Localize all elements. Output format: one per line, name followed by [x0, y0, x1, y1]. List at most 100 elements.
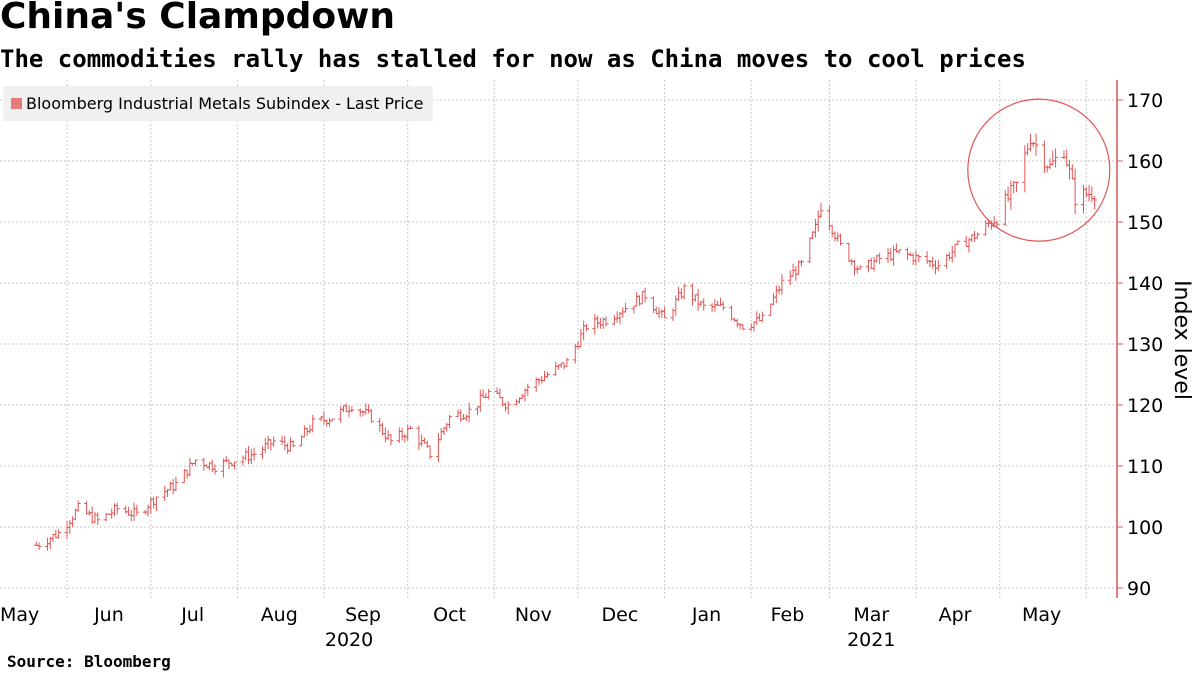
ohlc-bar — [1067, 159, 1073, 180]
ohlc-bar — [603, 316, 609, 327]
ohlc-bar — [832, 231, 838, 242]
ohlc-bar — [854, 266, 860, 274]
ohlc-bar — [542, 370, 548, 382]
ohlc-bar — [240, 455, 246, 466]
ohlc-bar — [497, 388, 503, 399]
ohlc-bar — [287, 437, 293, 452]
ohlc-bar — [698, 300, 704, 307]
ohlc-bar — [56, 529, 62, 539]
ohlc-bar — [695, 289, 701, 311]
ohlc-bar — [773, 285, 779, 304]
ohlc-bar — [611, 315, 617, 326]
x-tick-label: Apr — [939, 604, 972, 626]
ohlc-bar — [868, 257, 874, 270]
ohlc-bar — [262, 437, 268, 454]
ohlc-bar — [1005, 186, 1011, 202]
ohlc-bar — [243, 448, 249, 461]
x-tick-label: Jun — [93, 604, 124, 626]
ohlc-bar — [709, 303, 715, 313]
ohlc-bar — [1072, 168, 1078, 215]
ohlc-bar — [1064, 149, 1070, 167]
ohlc-bar — [382, 427, 388, 443]
ohlc-bar — [838, 233, 844, 246]
ohlc-bar — [983, 220, 989, 236]
legend: Bloomberg Industrial Metals Subindex - L… — [3, 86, 434, 121]
ohlc-bar — [793, 266, 799, 281]
ohlc-bar — [536, 377, 542, 386]
ohlc-bar — [650, 296, 656, 313]
y-tick-label: 110 — [1127, 456, 1163, 478]
ohlc-bar — [435, 433, 441, 463]
ohlc-bar — [366, 404, 372, 414]
x-tick-label: Feb — [771, 604, 805, 626]
ohlc-bar — [974, 232, 980, 239]
ohlc-bar — [972, 230, 978, 242]
ohlc-bar — [131, 502, 137, 522]
ohlc-bar — [734, 318, 740, 328]
ohlc-bar — [807, 237, 813, 264]
ohlc-bar — [114, 502, 120, 515]
ohlc-bar — [623, 302, 629, 313]
ohlc-bar — [1092, 195, 1098, 210]
legend-swatch — [11, 98, 22, 109]
ohlc-bar — [829, 224, 835, 238]
ohlc-bar — [181, 469, 187, 484]
ohlc-bar — [701, 298, 707, 311]
ohlc-bar — [480, 389, 486, 398]
x-tick-label: May — [0, 604, 39, 626]
ohlc-bar — [349, 406, 355, 413]
ohlc-bar — [310, 414, 316, 433]
ohlc-bar — [595, 316, 601, 329]
ohlc-bar — [659, 309, 665, 318]
ohlc-bar — [592, 314, 598, 335]
x-year-label: 2021 — [847, 629, 895, 651]
y-axis-title: Index level — [1169, 280, 1194, 400]
ohlc-bar — [220, 458, 226, 478]
ohlc-bar — [148, 497, 154, 514]
ohlc-bar — [170, 478, 176, 495]
ohlc-bar — [162, 485, 168, 502]
ohlc-bar — [815, 210, 821, 232]
x-tick-label: Jul — [180, 604, 204, 626]
ohlc-bar — [123, 505, 129, 514]
ohlc-bar — [458, 409, 464, 423]
ohlc-bar — [673, 295, 679, 316]
ohlc-bar — [226, 459, 232, 470]
ohlc-bar — [502, 402, 508, 412]
y-tick-label: 90 — [1127, 578, 1151, 600]
ohlc-bar — [994, 220, 1000, 228]
ohlc-bar — [89, 506, 95, 524]
ohlc-bar — [477, 389, 483, 412]
x-axis-labels: May Jun Jul Aug Sep Oct Nov Dec Jan Feb Mar Apr May 2… — [0, 604, 1061, 651]
ohlc-bar — [1008, 180, 1014, 210]
ohlc-bar — [109, 508, 115, 519]
ohlc-bar — [321, 411, 327, 425]
ohlc-bar — [553, 361, 559, 376]
ohlc-bar — [857, 265, 863, 270]
ohlc-bar — [70, 516, 76, 527]
ohlc-bar — [153, 496, 159, 512]
y-tick-label: 160 — [1127, 151, 1163, 173]
ohlc-bar — [852, 259, 858, 276]
ohlc-bar — [290, 440, 296, 448]
ohlc-bar — [544, 371, 550, 379]
y-tick-label: 150 — [1127, 212, 1163, 234]
ohlc-bar — [145, 504, 151, 517]
ohlc-bar — [1086, 184, 1092, 202]
ohlc-bar — [771, 292, 777, 306]
ohlc-bar — [891, 245, 897, 266]
ohlc-bar — [1013, 181, 1019, 193]
ohlc-bar — [581, 320, 587, 341]
ohlc-bar — [737, 323, 743, 330]
ohlc-bar — [246, 446, 252, 465]
ohlc-bar — [932, 259, 938, 275]
highlight-circle — [967, 98, 1111, 242]
ohlc-bar — [768, 303, 774, 317]
ohlc-bar — [475, 406, 481, 415]
ohlc-bar — [75, 500, 81, 512]
ohlc-bar — [92, 511, 98, 524]
ohlc-bar — [192, 459, 198, 466]
x-tick-label: May — [1022, 604, 1061, 626]
ohlc-bar — [751, 321, 757, 332]
ohlc-bar — [634, 292, 640, 307]
